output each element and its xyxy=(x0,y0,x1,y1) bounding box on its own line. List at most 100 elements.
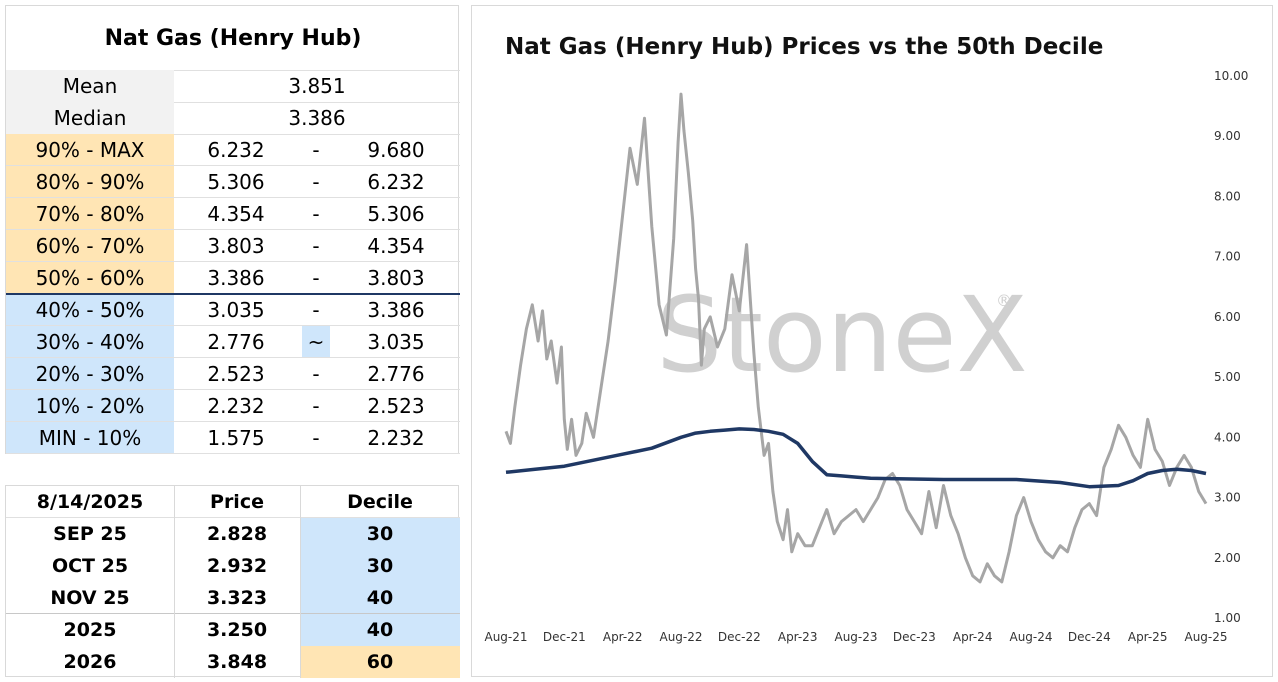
decile-low: 5.306 xyxy=(207,170,265,194)
x-tick-label: Aug-25 xyxy=(1184,630,1227,644)
contract-decile: 30 xyxy=(300,518,460,550)
decile-row: 90% - MAX 6.232 - 9.680 xyxy=(6,134,460,166)
contract-price: 3.323 xyxy=(206,587,268,609)
y-tick-label: 8.00 xyxy=(1214,189,1241,203)
decile-high: 2.776 xyxy=(367,362,425,386)
column-separator xyxy=(174,486,175,678)
header-decile: Decile xyxy=(347,491,413,513)
x-tick-label: Apr-24 xyxy=(953,630,993,644)
x-tick-label: Apr-22 xyxy=(603,630,643,644)
price-decile-table: 8/14/2025 Price Decile SEP 25 2.828 30 OCT … xyxy=(5,485,460,678)
median-divider-line xyxy=(6,293,460,295)
y-tick-label: 9.00 xyxy=(1214,129,1241,143)
y-tick-label: 7.00 xyxy=(1214,250,1241,264)
price-row: OCT 25 2.932 30 xyxy=(6,550,460,582)
contract-decile: 60 xyxy=(300,646,460,678)
divider xyxy=(6,261,460,262)
contract-label: 2025 xyxy=(63,619,117,641)
decile-separator: ~ xyxy=(302,326,330,358)
decile-label: 90% - MAX xyxy=(6,134,174,166)
divider xyxy=(6,165,460,166)
decile-low: 1.575 xyxy=(207,426,265,450)
contract-price: 3.848 xyxy=(206,651,268,673)
decile-high: 2.232 xyxy=(367,426,425,450)
divider xyxy=(6,229,460,230)
x-tick-label: Dec-24 xyxy=(1068,630,1111,644)
decile-separator: - xyxy=(312,138,320,162)
x-tick-label: Apr-25 xyxy=(1128,630,1168,644)
decile-separator: - xyxy=(312,394,320,418)
contract-decile: 40 xyxy=(300,582,460,614)
decile-high: 6.232 xyxy=(367,170,425,194)
decile-label: 50% - 60% xyxy=(6,262,174,294)
decile-50-series-line xyxy=(505,427,1207,489)
x-axis: Aug-21 Dec-21 Apr-22 Aug-22 Dec-22 Apr-23 Aug-… xyxy=(484,630,1227,644)
decile-separator: - xyxy=(312,234,320,258)
decile-label: 10% - 20% xyxy=(6,390,174,422)
x-tick-label: Aug-23 xyxy=(834,630,877,644)
contract-decile: 40 xyxy=(300,614,460,646)
price-row: NOV 25 3.323 40 xyxy=(6,582,460,614)
decile-row: 30% - 40% 2.776 ~3.035 xyxy=(6,326,460,358)
decile-separator: - xyxy=(312,426,320,450)
divider xyxy=(6,517,460,518)
divider xyxy=(6,357,460,358)
x-tick-label: Apr-23 xyxy=(778,630,818,644)
decile-label: 40% - 50% xyxy=(6,294,174,326)
y-tick-label: 10.00 xyxy=(1214,69,1248,83)
decile-row: 60% - 70% 3.803 - 4.354 xyxy=(6,230,460,262)
price-table-header: 8/14/2025 Price Decile xyxy=(6,486,460,518)
median-value: 3.386 xyxy=(288,106,346,130)
decile-separator: - xyxy=(312,170,320,194)
decile-row: 80% - 90% 5.306 - 6.232 xyxy=(6,166,460,198)
y-tick-label: 4.00 xyxy=(1214,430,1241,444)
x-tick-label: Dec-21 xyxy=(543,630,586,644)
x-tick-label: Dec-22 xyxy=(718,630,761,644)
mean-label: Mean xyxy=(6,70,174,102)
y-tick-label: 2.00 xyxy=(1214,551,1241,565)
decile-high: 5.306 xyxy=(367,202,425,226)
chart-panel: Nat Gas (Henry Hub) Prices vs the 50th D… xyxy=(471,5,1273,677)
divider xyxy=(6,389,460,390)
median-label: Median xyxy=(6,102,174,134)
x-tick-label: Dec-23 xyxy=(893,630,936,644)
column-separator xyxy=(300,486,301,678)
decile-label: 80% - 90% xyxy=(6,166,174,198)
decile-high: 4.354 xyxy=(367,234,425,258)
series-group xyxy=(504,92,1208,584)
decile-row: 10% - 20% 2.232 - 2.523 xyxy=(6,390,460,422)
divider xyxy=(6,453,460,454)
chart-title: Nat Gas (Henry Hub) Prices vs the 50th D… xyxy=(505,34,1104,60)
decile-stats-table: Nat Gas (Henry Hub) Mean 3.851 Median 3.… xyxy=(5,5,460,454)
decile-separator: - xyxy=(312,266,320,290)
header-date: 8/14/2025 xyxy=(36,491,144,513)
decile-high: 2.523 xyxy=(367,394,425,418)
decile-row: 50% - 60% 3.386 - 3.803 xyxy=(6,262,460,294)
y-tick-label: 5.00 xyxy=(1214,370,1241,384)
decile-row: 40% - 50% 3.035 - 3.386 xyxy=(6,294,460,326)
decile-label: 20% - 30% xyxy=(6,358,174,390)
divider xyxy=(6,325,460,326)
contract-label: 2026 xyxy=(63,651,117,673)
decile-low: 3.803 xyxy=(207,234,265,258)
y-tick-label: 3.00 xyxy=(1214,491,1241,505)
decile-separator: - xyxy=(312,298,320,322)
y-tick-label: 1.00 xyxy=(1214,611,1241,625)
decile-row: 20% - 30% 2.523 - 2.776 xyxy=(6,358,460,390)
divider xyxy=(6,134,460,135)
registered-mark-icon: ® xyxy=(996,291,1012,310)
contract-price: 2.828 xyxy=(206,523,268,545)
contract-decile: 30 xyxy=(300,550,460,582)
stats-table-title: Nat Gas (Henry Hub) xyxy=(104,25,362,51)
decile-label: MIN - 10% xyxy=(6,422,174,454)
divider xyxy=(6,613,460,614)
median-row: Median 3.386 xyxy=(6,102,460,134)
y-tick-label: 6.00 xyxy=(1214,310,1241,324)
divider xyxy=(6,421,460,422)
divider xyxy=(6,197,460,198)
contract-label: SEP 25 xyxy=(53,523,127,545)
price-row: 2026 3.848 60 xyxy=(6,646,460,678)
x-tick-label: Aug-21 xyxy=(484,630,527,644)
divider xyxy=(6,102,460,103)
decile-high: 9.680 xyxy=(367,138,425,162)
